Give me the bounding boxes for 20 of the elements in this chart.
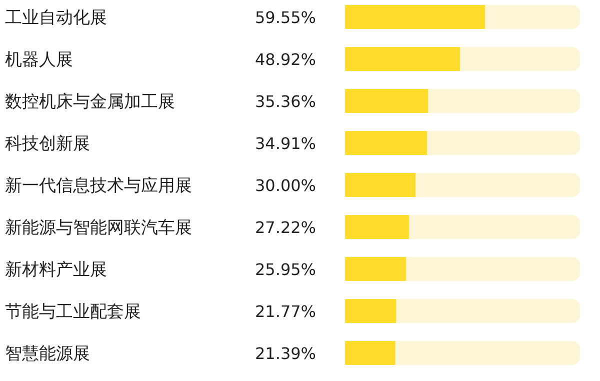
data-label: 30.00% [255, 176, 316, 195]
data-label: 35.36% [255, 92, 316, 111]
data-label: 48.92% [255, 50, 316, 69]
data-label: 27.22% [255, 218, 316, 237]
data-label: 21.77% [255, 302, 316, 321]
y-tick-label: 机器人展 [5, 50, 73, 70]
data-label: 59.55% [255, 8, 316, 27]
y-tick-label: 智慧能源展 [5, 344, 90, 364]
y-tick-label: 新一代信息技术与应用展 [5, 176, 192, 196]
y-tick-label: 节能与工业配套展 [5, 302, 141, 322]
data-label: 25.95% [255, 260, 316, 279]
y-tick-label: 工业自动化展 [5, 8, 107, 28]
y-tick-label: 新材料产业展 [5, 260, 107, 280]
y-tick-label: 数控机床与金属加工展 [5, 92, 175, 112]
y-tick-label: 新能源与智能网联汽车展 [5, 218, 192, 238]
bar [345, 299, 396, 323]
data-label: 34.91% [255, 134, 316, 153]
data-label: 21.39% [255, 344, 316, 363]
y-tick-label: 科技创新展 [5, 134, 90, 154]
bar [345, 341, 396, 365]
